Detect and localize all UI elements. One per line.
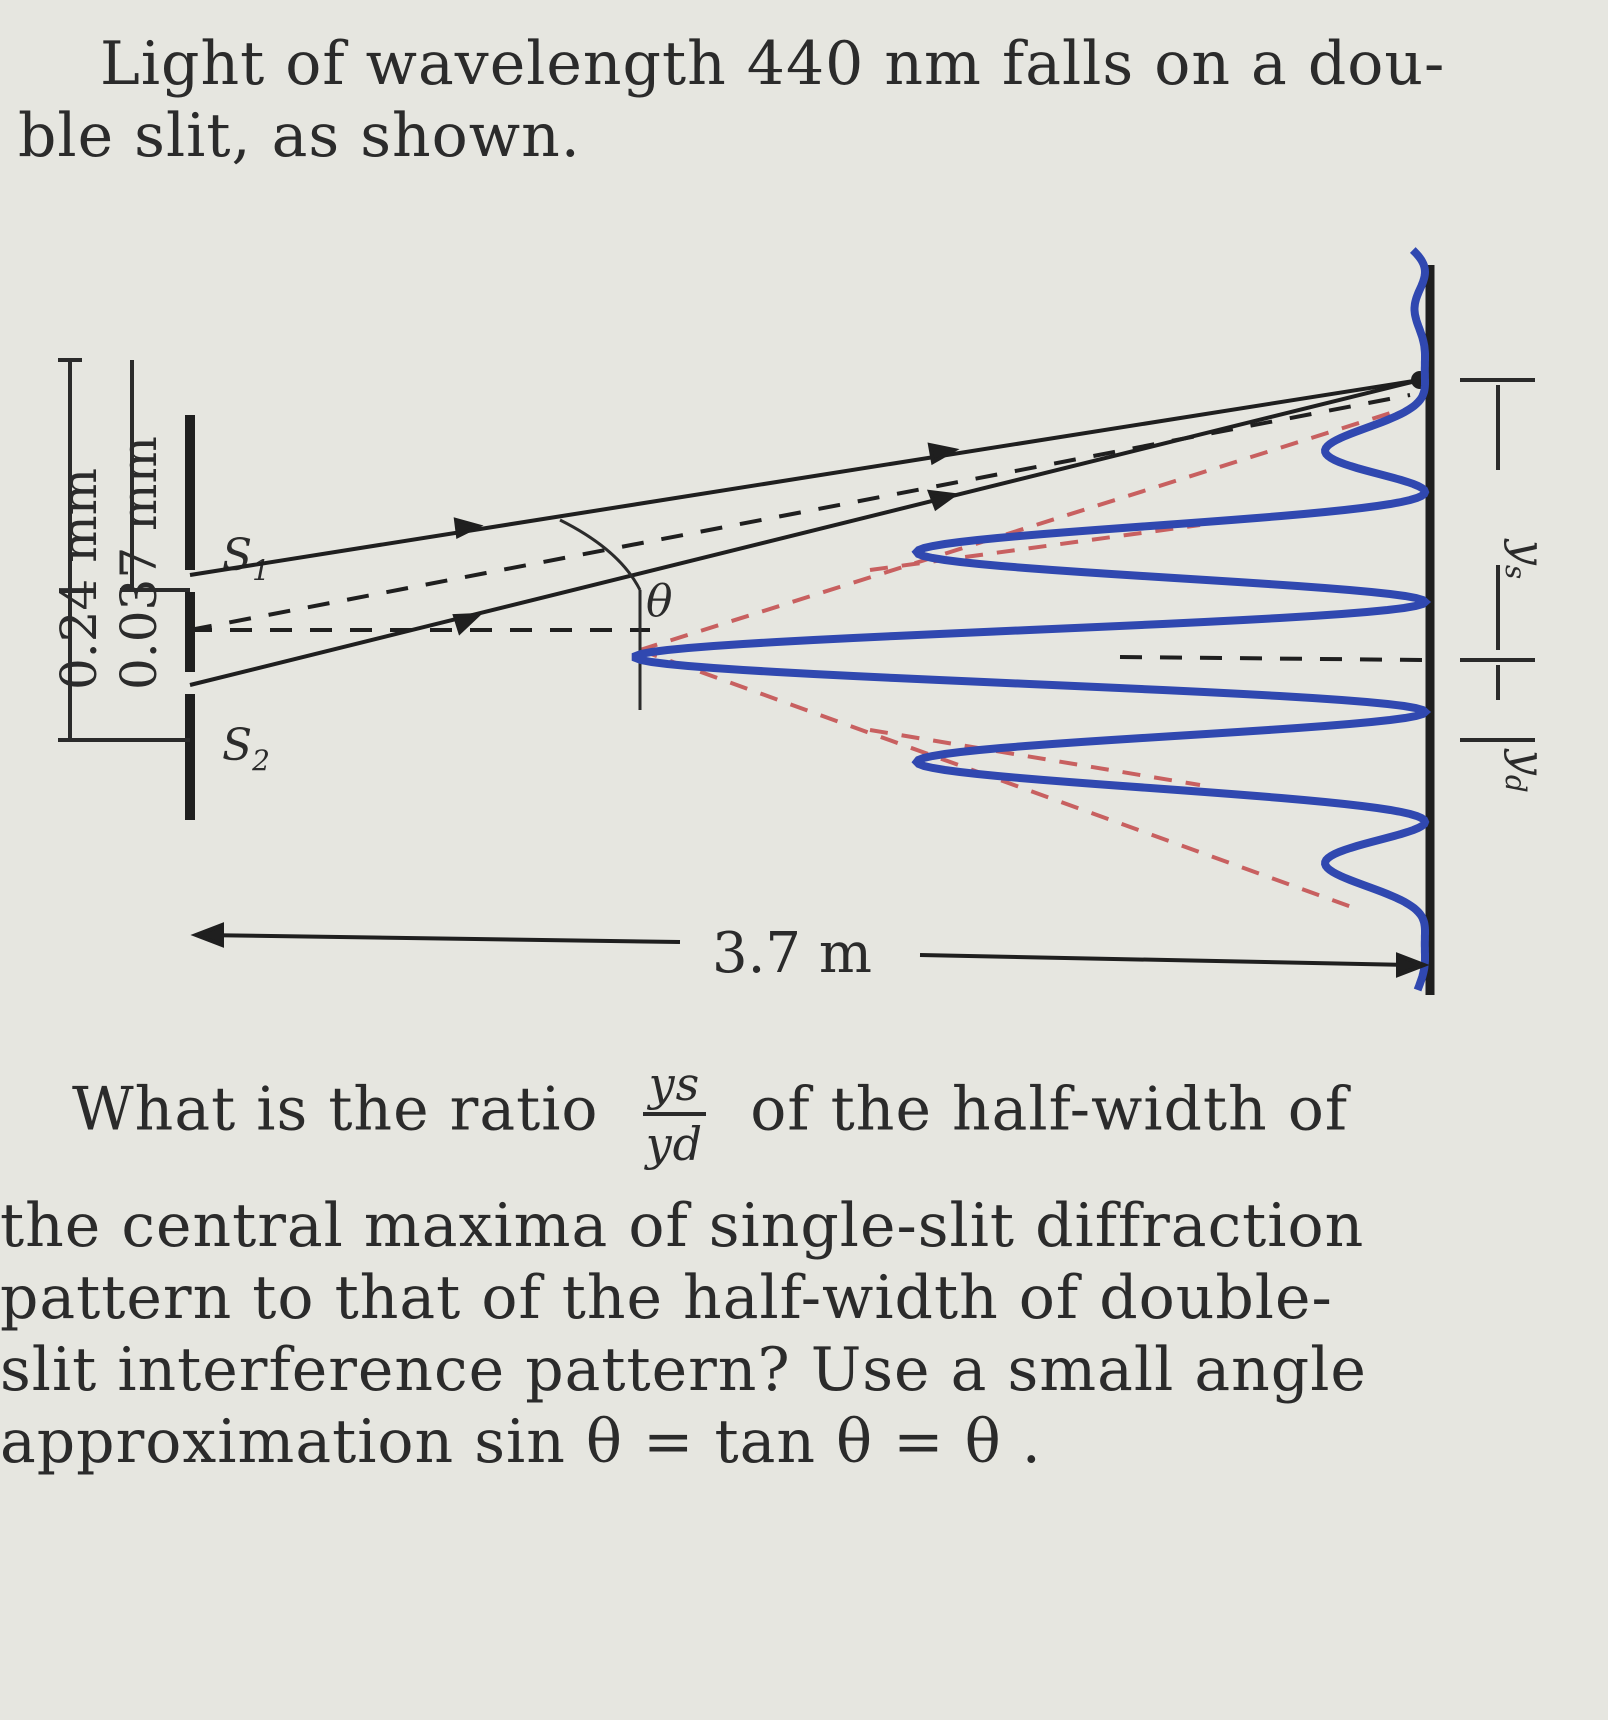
intro-line-1: Light of wavelength 440 nm falls on a do… xyxy=(100,29,1446,99)
ys-label: ys xyxy=(1499,538,1554,579)
ratio-fraction: ys yd xyxy=(642,1060,707,1171)
question-paragraph: What is the ratio ys yd of the half-widt… xyxy=(0,1060,1560,1478)
yd-label: yd xyxy=(1499,748,1554,793)
interference-pattern xyxy=(631,247,1432,992)
slit-2-label: S2 xyxy=(222,720,270,777)
question-line-5: approximation sin θ = tan θ = θ . xyxy=(0,1407,1042,1477)
question-pre: What is the ratio xyxy=(72,1074,599,1145)
diffraction-envelope xyxy=(639,408,1401,912)
distance-label: 3.7 m xyxy=(712,921,872,986)
fraction-numerator: ys xyxy=(642,1060,707,1116)
double-slit-diagram: 0.24 mm 0.037 mm S1 S2 θ 3 xyxy=(50,247,1554,995)
dimension-markers xyxy=(58,358,190,742)
angle-label: θ xyxy=(646,576,673,627)
question-line-1: What is the ratio ys yd of the half-widt… xyxy=(0,1060,1560,1190)
intro-line-2: ble slit, as shown. xyxy=(18,101,581,171)
slit-width-label: 0.037 mm xyxy=(110,436,168,690)
distance-arrow xyxy=(190,922,1430,978)
fraction-denominator: yd xyxy=(645,1117,704,1171)
question-line-2: the central maxima of single-slit diffra… xyxy=(0,1191,1365,1261)
slit-1-label: S1 xyxy=(222,530,270,587)
slit-separation-label: 0.24 mm xyxy=(50,468,108,690)
question-post: of the half-width of xyxy=(750,1074,1349,1145)
question-line-4: slit interference pattern? Use a small a… xyxy=(0,1335,1367,1405)
y-markers xyxy=(1460,378,1535,742)
question-line-3: pattern to that of the half-width of dou… xyxy=(0,1263,1333,1333)
intro-paragraph: Light of wavelength 440 nm falls on a do… xyxy=(18,28,1578,172)
